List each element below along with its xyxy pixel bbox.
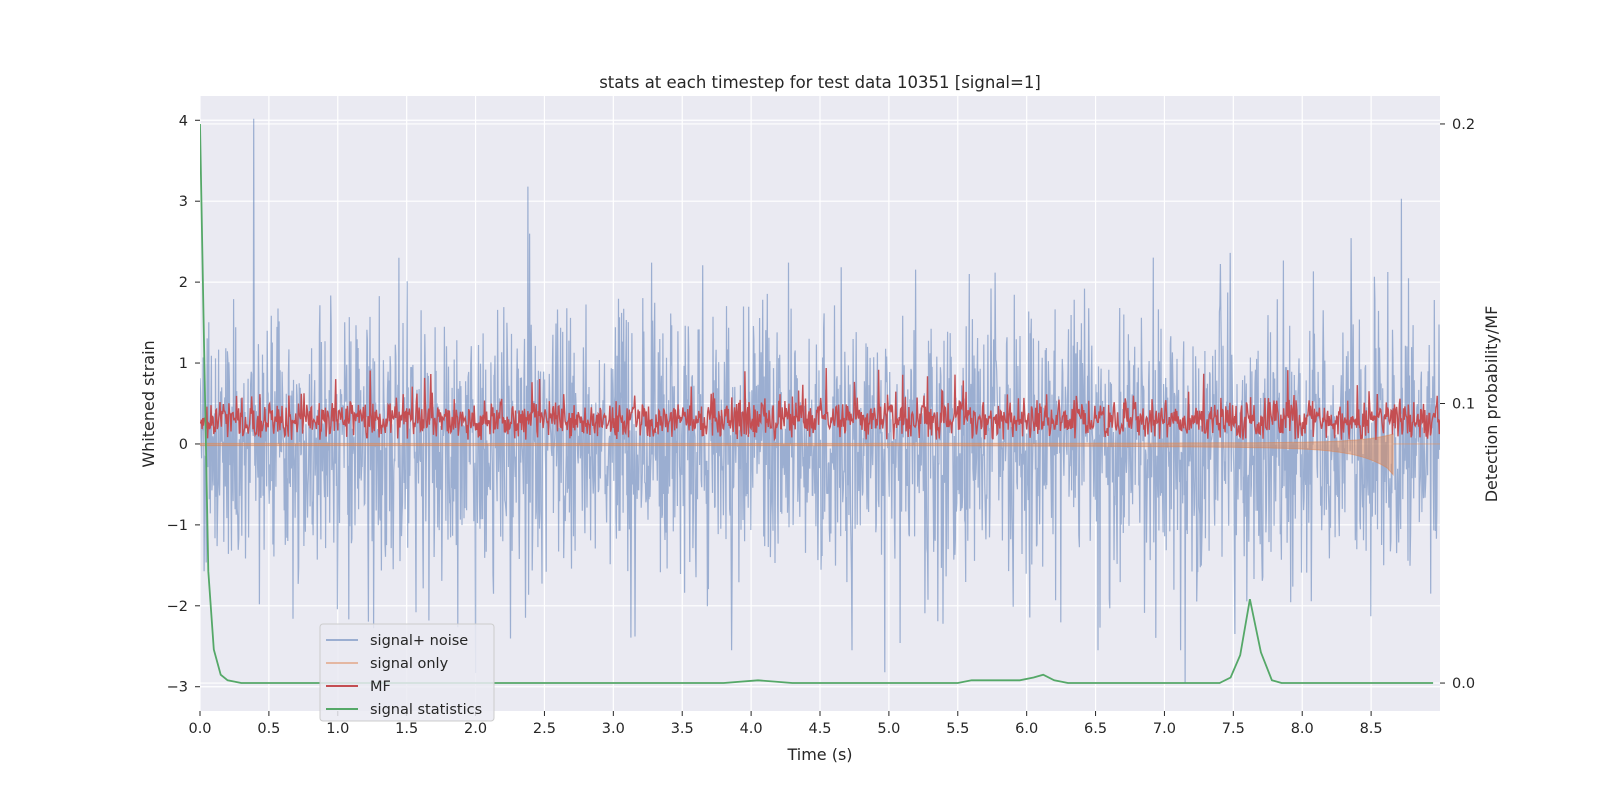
x-tick-label: 0.0 (188, 721, 211, 737)
x-tick-label: 3.0 (602, 721, 625, 737)
y-tick-label: 0 (179, 437, 188, 453)
x-tick-label: 7.0 (1153, 721, 1176, 737)
x-tick-label: 0.5 (257, 721, 280, 737)
y-axis-label: Whitened strain (139, 340, 158, 467)
x-tick-label: 5.0 (877, 721, 900, 737)
series-signal-noise (200, 118, 1440, 683)
y-right-tick-label: 0.1 (1452, 397, 1475, 413)
legend-label-signal-statistics: signal statistics (370, 702, 482, 718)
x-tick-label: 5.5 (946, 721, 969, 737)
y-tick-label: −3 (167, 680, 188, 696)
y-tick-label: 3 (179, 194, 188, 210)
x-tick-label: 7.5 (1222, 721, 1245, 737)
legend-label-signal-noise: signal+ noise (370, 633, 468, 649)
y-tick-label: 2 (179, 275, 188, 291)
x-tick-label: 1.5 (395, 721, 418, 737)
x-tick-label: 1.0 (326, 721, 349, 737)
legend: signal+ noise signal only MF signal stat… (319, 623, 495, 722)
x-tick-label: 8.5 (1360, 721, 1383, 737)
series-signal-only (200, 433, 1394, 477)
series-signal-statistics (200, 123, 1434, 684)
x-tick-label: 6.0 (1015, 721, 1038, 737)
chart-title: stats at each timestep for test data 103… (599, 73, 1041, 92)
legend-box (319, 623, 495, 722)
series-mf (200, 367, 1440, 442)
y-right-tick-label: 0.2 (1452, 117, 1475, 133)
x-tick-label: 4.5 (808, 721, 831, 737)
y-tick-label: −1 (167, 518, 188, 534)
y-tick-label: 4 (179, 113, 188, 129)
y-right-ticks: 0.0 0.1 0.2 (1440, 117, 1475, 692)
x-tick-label: 4.0 (740, 721, 763, 737)
x-tick-label: 6.5 (1084, 721, 1107, 737)
x-tick-label: 8.0 (1291, 721, 1314, 737)
y-ticks: −3 −2 −1 0 1 2 3 4 (167, 113, 200, 696)
x-tick-label: 2.0 (464, 721, 487, 737)
x-tick-label: 2.5 (533, 721, 556, 737)
y-axis-right-label: Detection probability/MF (1482, 306, 1501, 503)
legend-label-signal-only: signal only (370, 656, 449, 672)
y-tick-label: −2 (167, 599, 188, 615)
x-axis-label: Time (s) (786, 745, 852, 764)
y-right-tick-label: 0.0 (1452, 676, 1475, 692)
x-tick-label: 3.5 (671, 721, 694, 737)
series-layer (200, 118, 1440, 684)
y-tick-label: 1 (179, 356, 188, 372)
legend-label-mf: MF (370, 679, 391, 695)
x-ticks: 0.0 0.5 1.0 1.5 2.0 2.5 3.0 3.5 4.0 4.5 5.0 5.5 6.0 6… (188, 711, 1383, 737)
